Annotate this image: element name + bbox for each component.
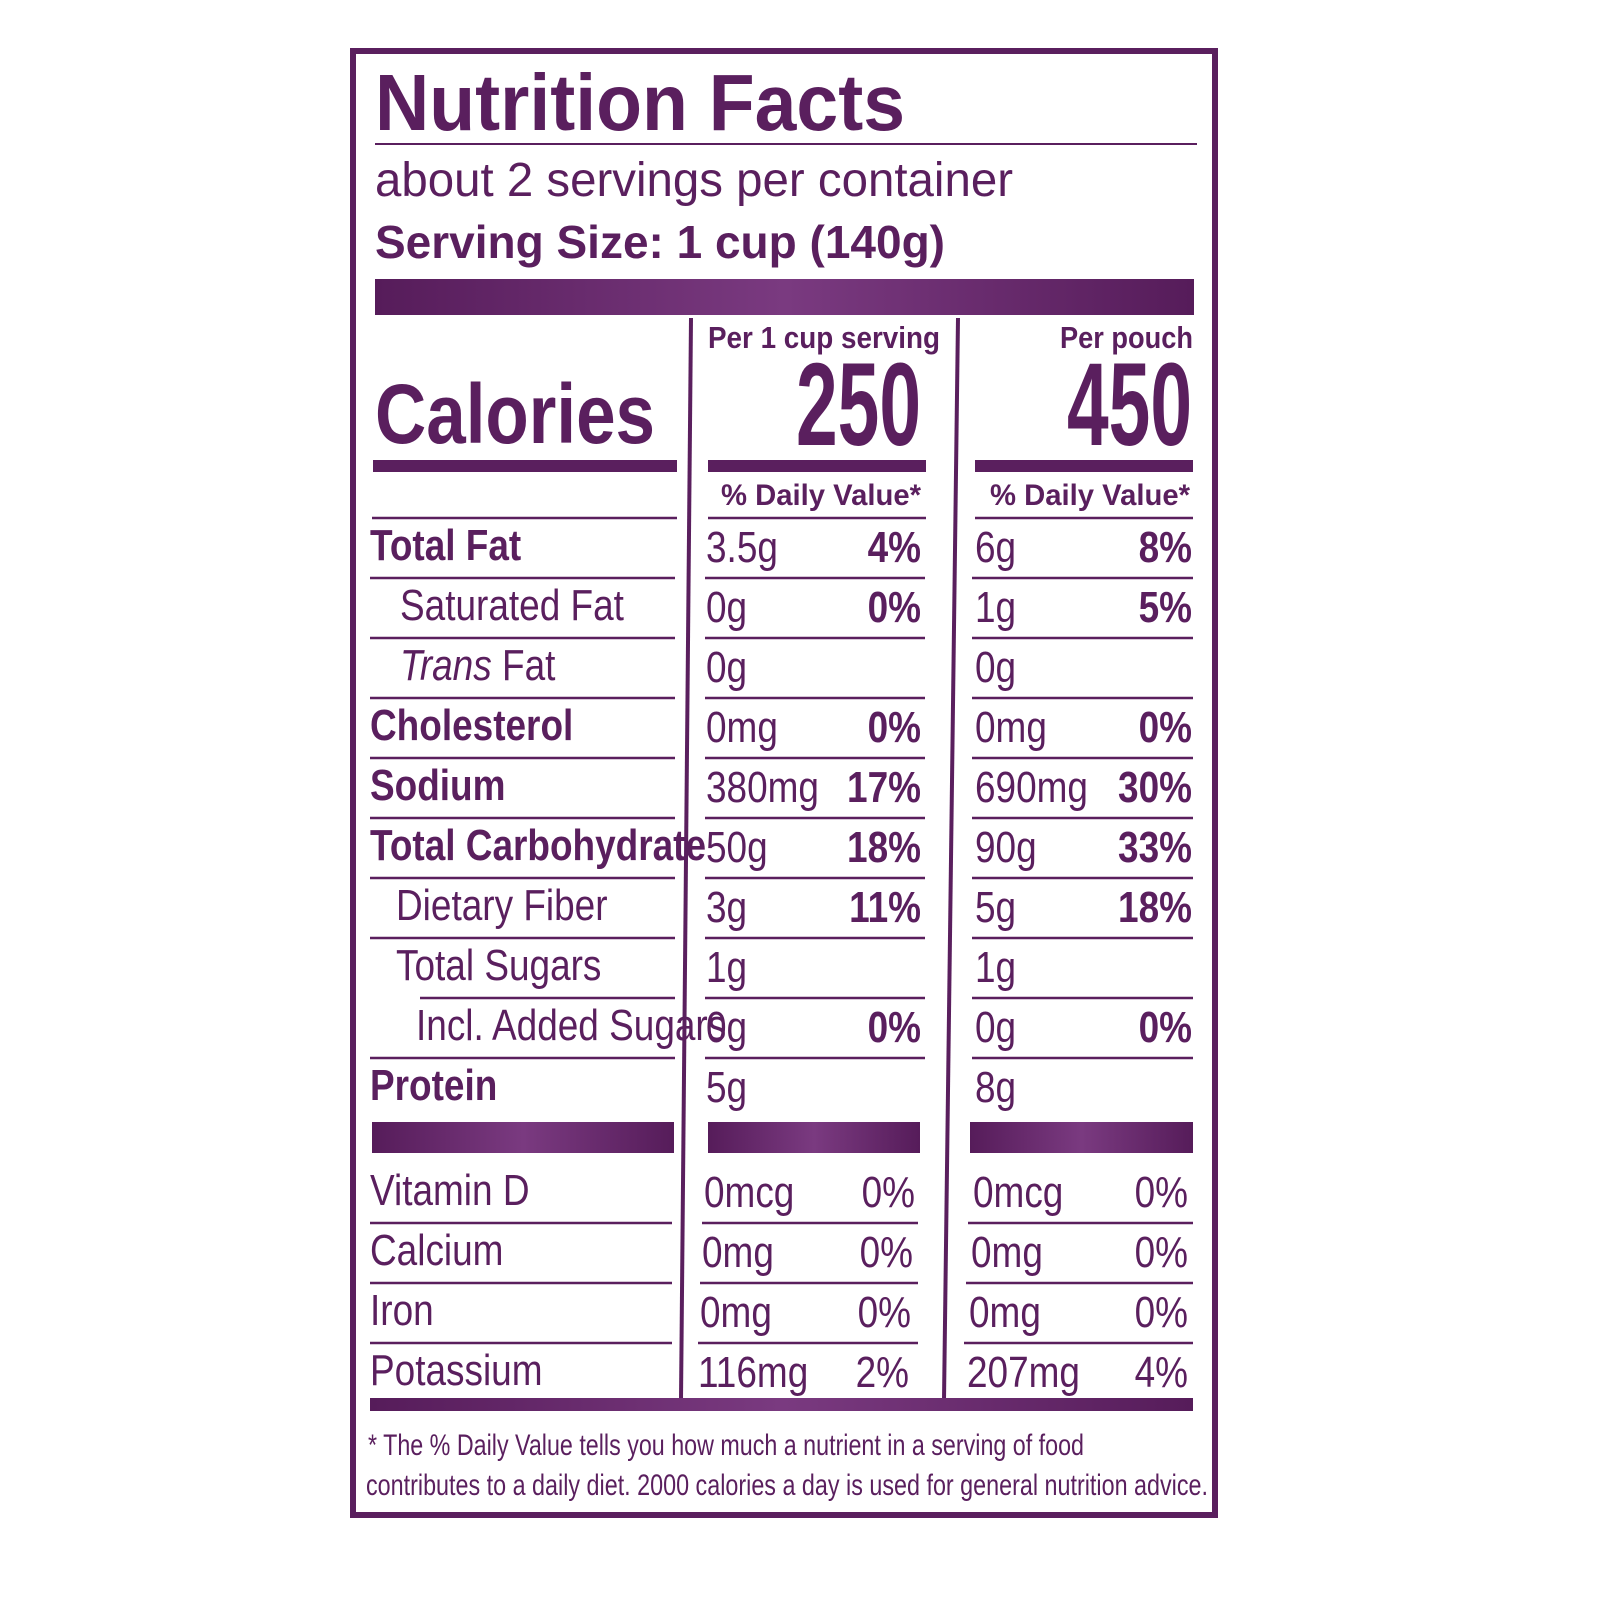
serving-size: Serving Size: 1 cup (140g) xyxy=(375,216,945,268)
nutrient-name: Total Fat xyxy=(370,520,522,570)
daily-value: 30% xyxy=(1118,762,1192,812)
amount: 0mg xyxy=(702,1227,774,1277)
amount: 0mcg xyxy=(704,1167,794,1217)
daily-value: 8% xyxy=(1139,522,1192,572)
daily-value: 18% xyxy=(847,822,921,872)
amount: 690mg xyxy=(975,762,1088,812)
daily-value: 0% xyxy=(1139,1002,1192,1052)
servings: about 2 servings per container xyxy=(375,154,1013,207)
amount: 0mcg xyxy=(973,1167,1063,1217)
column-divider xyxy=(679,317,693,1401)
daily-value: 17% xyxy=(847,762,921,812)
column-divider xyxy=(942,317,960,1401)
section-bar xyxy=(708,1122,920,1153)
amount: 50g xyxy=(706,822,768,872)
daily-value: 0% xyxy=(868,1002,921,1052)
thick-bar xyxy=(375,279,1194,315)
amount: 1g xyxy=(975,582,1016,632)
daily-value: 5% xyxy=(1139,582,1192,632)
nutrient-name: Cholesterol xyxy=(370,700,573,750)
amount: 0mg xyxy=(706,702,778,752)
dv-header: % Daily Value* xyxy=(721,479,921,512)
amount: 207mg xyxy=(967,1347,1080,1397)
footnote-line: * The % Daily Value tells you how much a… xyxy=(368,1429,1084,1462)
daily-value: 0% xyxy=(860,1227,913,1277)
nutrient-name: Total Carbohydrate xyxy=(370,820,706,870)
amount: 380mg xyxy=(706,762,819,812)
amount: 5g xyxy=(706,1062,747,1112)
amount: 3.5g xyxy=(706,522,778,572)
daily-value: 33% xyxy=(1118,822,1192,872)
daily-value: 0% xyxy=(862,1167,915,1217)
calories-bar xyxy=(975,460,1193,472)
vitamin-name: Potassium xyxy=(370,1345,543,1395)
calories-bar xyxy=(708,460,926,472)
amount: 0mg xyxy=(975,702,1047,752)
section-bar xyxy=(372,1122,674,1153)
daily-value: 0% xyxy=(1135,1167,1188,1217)
daily-value: 2% xyxy=(856,1347,909,1397)
amount: 1g xyxy=(706,942,747,992)
amount: 5g xyxy=(975,882,1016,932)
nutrient-name: Saturated Fat xyxy=(400,580,624,630)
calories-value: 450 xyxy=(1067,339,1192,471)
vitamin-name: Calcium xyxy=(370,1225,503,1275)
vitamin-name: Iron xyxy=(370,1285,434,1335)
daily-value: 0% xyxy=(868,582,921,632)
amount: 0g xyxy=(975,642,1016,692)
nutrient-name: Protein xyxy=(370,1060,497,1110)
amount: 116mg xyxy=(698,1347,808,1397)
footnote-line: contributes to a daily diet. 2000 calori… xyxy=(366,1469,1208,1502)
daily-value: 11% xyxy=(849,882,921,932)
daily-value: 18% xyxy=(1118,882,1192,932)
column-header: Per 1 cup serving xyxy=(708,320,940,355)
amount: 6g xyxy=(975,522,1016,572)
amount: 0g xyxy=(975,1002,1016,1052)
nutrient-name-rest: Fat xyxy=(502,640,555,690)
nutrient-name: Incl. Added Sugars xyxy=(416,1000,726,1050)
amount: 0mg xyxy=(969,1287,1041,1337)
amount: 90g xyxy=(975,822,1037,872)
nutrient-name: Trans Fat xyxy=(400,640,555,690)
amount: 0mg xyxy=(971,1227,1043,1277)
amount: 0g xyxy=(706,1002,747,1052)
daily-value: 0% xyxy=(858,1287,911,1337)
amount: 0g xyxy=(706,642,747,692)
vitamin-name: Vitamin D xyxy=(370,1165,530,1215)
nutrient-name-italic: Trans xyxy=(400,640,492,690)
dv-header: % Daily Value* xyxy=(990,479,1190,512)
title: Nutrition Facts xyxy=(375,58,905,147)
daily-value: 0% xyxy=(1135,1227,1188,1277)
amount: 0g xyxy=(706,582,747,632)
calories-value: 250 xyxy=(796,339,921,471)
daily-value: 0% xyxy=(1139,702,1192,752)
amount: 3g xyxy=(706,882,747,932)
nutrient-name: Dietary Fiber xyxy=(396,880,608,930)
calories-label: Calories xyxy=(375,367,655,461)
nutrient-name: Sodium xyxy=(370,760,505,810)
daily-value: 4% xyxy=(1135,1347,1188,1397)
daily-value: 0% xyxy=(868,702,921,752)
amount: 1g xyxy=(975,942,1016,992)
daily-value: 4% xyxy=(868,522,921,572)
amount: 8g xyxy=(975,1062,1016,1112)
column-header: Per pouch xyxy=(1060,320,1193,355)
section-bar xyxy=(970,1122,1193,1153)
amount: 0mg xyxy=(700,1287,772,1337)
daily-value: 0% xyxy=(1135,1287,1188,1337)
nutrient-name: Total Sugars xyxy=(396,940,601,990)
calories-bar xyxy=(373,460,677,472)
bottom-bar xyxy=(370,1398,1193,1411)
